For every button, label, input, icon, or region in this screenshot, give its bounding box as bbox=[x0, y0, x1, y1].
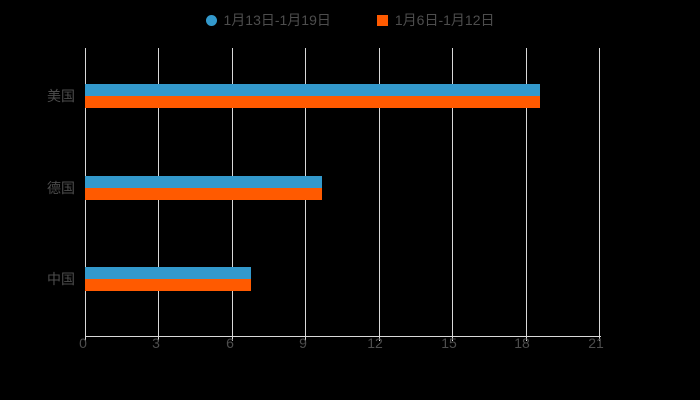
x-tick-label-9: 9 bbox=[299, 335, 307, 351]
x-tick-label-12: 12 bbox=[367, 335, 383, 351]
y-axis-label-0: 美国 bbox=[47, 88, 75, 104]
bar-series-2-category-2[interactable] bbox=[85, 279, 252, 291]
x-tick-label-3: 3 bbox=[152, 335, 160, 351]
gridline-15 bbox=[452, 48, 453, 336]
x-tick-label-6: 6 bbox=[226, 335, 234, 351]
gridline-21 bbox=[599, 48, 600, 336]
bar-series-1-category-1[interactable] bbox=[85, 176, 323, 188]
x-tick-mark-21 bbox=[599, 336, 600, 341]
x-tick-mark-18 bbox=[526, 336, 527, 341]
x-axis-line bbox=[85, 336, 601, 337]
x-tick-mark-15 bbox=[452, 336, 453, 341]
bar-series-1-category-0[interactable] bbox=[85, 84, 541, 96]
legend-item-series-2[interactable]: 1月6日-1月12日 bbox=[376, 10, 495, 30]
gridline-18 bbox=[526, 48, 527, 336]
square-marker-icon bbox=[376, 14, 388, 26]
x-tick-mark-12 bbox=[379, 336, 380, 341]
x-tick-label-15: 15 bbox=[441, 335, 457, 351]
legend-label-series-2: 1月6日-1月12日 bbox=[394, 12, 495, 28]
y-axis-category-labels: 美国 德国 中国 bbox=[0, 0, 75, 400]
y-axis-label-1: 德国 bbox=[47, 180, 75, 196]
x-tick-mark-3 bbox=[158, 336, 159, 341]
legend-item-series-1[interactable]: 1月13日-1月19日 bbox=[205, 10, 331, 30]
bar-series-1-category-2[interactable] bbox=[85, 267, 252, 279]
x-tick-label-18: 18 bbox=[514, 335, 530, 351]
gridline-12 bbox=[379, 48, 380, 336]
x-tick-mark-6 bbox=[232, 336, 233, 341]
x-tick-mark-9 bbox=[305, 336, 306, 341]
legend-label-series-1: 1月13日-1月19日 bbox=[223, 12, 331, 28]
bar-series-2-category-0[interactable] bbox=[85, 96, 541, 108]
x-tick-label-21: 21 bbox=[588, 335, 604, 351]
x-tick-label-0: 0 bbox=[79, 335, 87, 351]
plot-area bbox=[85, 48, 600, 336]
chart-legend: 1月13日-1月19日 1月6日-1月12日 bbox=[0, 10, 700, 30]
circle-marker-icon bbox=[205, 14, 217, 26]
bar-series-2-category-1[interactable] bbox=[85, 188, 323, 200]
x-tick-mark-0 bbox=[85, 336, 86, 341]
y-axis-label-2: 中国 bbox=[47, 271, 75, 287]
